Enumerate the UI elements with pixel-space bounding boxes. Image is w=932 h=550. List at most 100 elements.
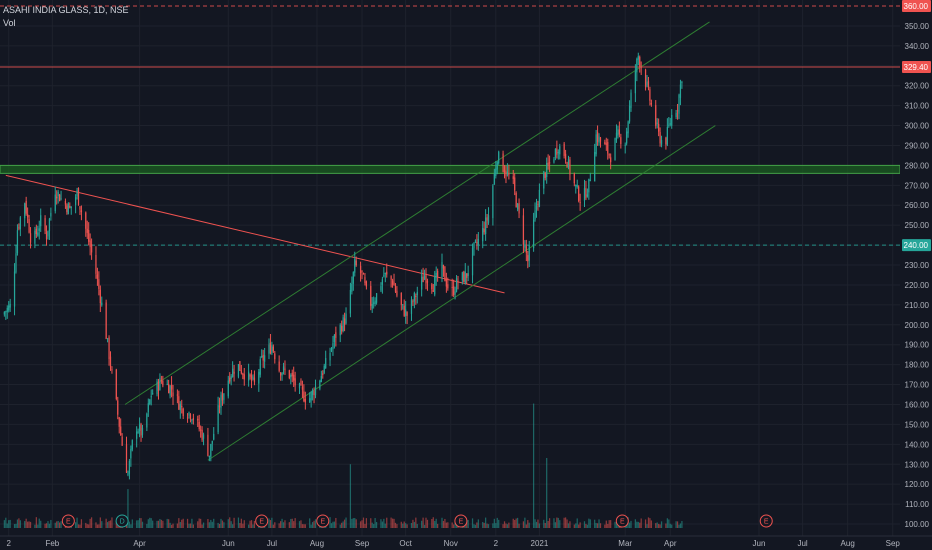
- volume-bar: [467, 520, 469, 528]
- volume-bar: [313, 520, 315, 528]
- candle-body: [422, 276, 424, 283]
- candle-body: [483, 228, 485, 233]
- candle-body: [578, 186, 580, 201]
- candle-body: [189, 414, 192, 420]
- volume-bar: [607, 523, 609, 528]
- candle-body: [325, 358, 327, 369]
- candle-body: [88, 230, 90, 242]
- candle-body: [463, 271, 465, 282]
- candle-body: [628, 105, 631, 122]
- volume-bar: [416, 524, 418, 528]
- volume-bar: [217, 522, 219, 528]
- candle-body: [335, 332, 337, 338]
- candle-body: [28, 219, 30, 233]
- volume-bar: [237, 517, 240, 528]
- candle-body: [421, 276, 423, 290]
- x-tick-label: Nov: [444, 539, 458, 548]
- volume-bar: [198, 518, 200, 528]
- candle-body: [380, 286, 382, 291]
- candle-body: [162, 380, 164, 386]
- candle-body: [644, 69, 647, 87]
- candle-body: [412, 301, 414, 303]
- volume-bar: [330, 523, 333, 528]
- candle-body: [585, 188, 587, 199]
- volume-bar: [669, 523, 671, 528]
- volume-bar: [34, 524, 36, 528]
- y-tick-label: 120.00: [905, 480, 930, 489]
- volume-bar: [250, 520, 253, 528]
- volume-bar: [544, 522, 546, 528]
- candle-body: [537, 204, 539, 206]
- volume-bar: [649, 518, 651, 528]
- volume-bar: [284, 520, 286, 528]
- x-tick-label: Oct: [399, 539, 412, 548]
- candle-body: [282, 366, 285, 371]
- volume-bar: [527, 520, 529, 528]
- volume-bar: [556, 517, 558, 528]
- candle-body: [314, 386, 317, 396]
- candle-body: [218, 405, 221, 408]
- volume-bar: [406, 524, 408, 528]
- volume-bar: [282, 522, 285, 528]
- volume-bar: [482, 521, 484, 528]
- candle-body: [442, 264, 445, 269]
- candle-body: [559, 146, 561, 155]
- volume-bar: [644, 519, 647, 528]
- volume-bar: [671, 524, 673, 528]
- candle-body: [127, 473, 129, 475]
- y-tick-label: 200.00: [905, 321, 930, 330]
- candle-body: [191, 419, 193, 421]
- candle-body: [109, 356, 112, 368]
- candle-body: [563, 143, 565, 156]
- candle-body: [25, 201, 27, 214]
- candle-body: [434, 276, 436, 295]
- y-tick-label: 110.00: [905, 500, 929, 509]
- candle-body: [281, 372, 283, 376]
- volume-bar: [639, 522, 641, 528]
- candle-body: [573, 173, 575, 184]
- candle-body: [268, 344, 270, 354]
- y-tick-label: 310.00: [905, 102, 930, 111]
- y-tick-label: 350.00: [905, 22, 930, 31]
- volume-bar: [604, 524, 606, 528]
- candle-body: [503, 169, 506, 174]
- volume-bar: [678, 524, 680, 528]
- candle-body: [176, 394, 179, 396]
- event-circle: [316, 514, 330, 528]
- volume-bar: [599, 523, 602, 528]
- volume-bar: [486, 523, 488, 528]
- volume-bar: [3, 520, 5, 528]
- price-badge-1: [902, 60, 931, 73]
- volume-bar: [243, 520, 245, 528]
- volume-bar: [300, 520, 302, 528]
- x-tick-label: 2021: [531, 539, 549, 548]
- candle-body: [106, 338, 109, 340]
- y-tick-label: 140.00: [905, 440, 930, 449]
- volume-bar: [453, 524, 455, 528]
- candle-body: [415, 295, 417, 298]
- volume-bar: [271, 517, 273, 528]
- candle-body: [136, 431, 138, 439]
- candle-body: [239, 361, 241, 371]
- volume-bar: [232, 524, 234, 528]
- candle-body: [79, 206, 81, 210]
- event-circle: [255, 514, 269, 528]
- candle-body: [681, 81, 683, 84]
- candle-body: [201, 429, 203, 440]
- event-letter: E: [620, 519, 625, 526]
- volume-bars: [3, 403, 683, 528]
- volume-bar: [332, 521, 334, 528]
- volume-bar: [405, 523, 407, 528]
- candle-body: [575, 184, 577, 186]
- volume-bar: [636, 521, 638, 528]
- candle-body: [371, 303, 373, 309]
- volume-bar: [596, 523, 599, 528]
- candle-body: [598, 136, 600, 144]
- candle-body: [58, 194, 61, 202]
- volume-bar: [176, 523, 179, 528]
- candle-body: [15, 253, 17, 272]
- volume-bar: [141, 521, 144, 528]
- candle-body: [111, 369, 113, 371]
